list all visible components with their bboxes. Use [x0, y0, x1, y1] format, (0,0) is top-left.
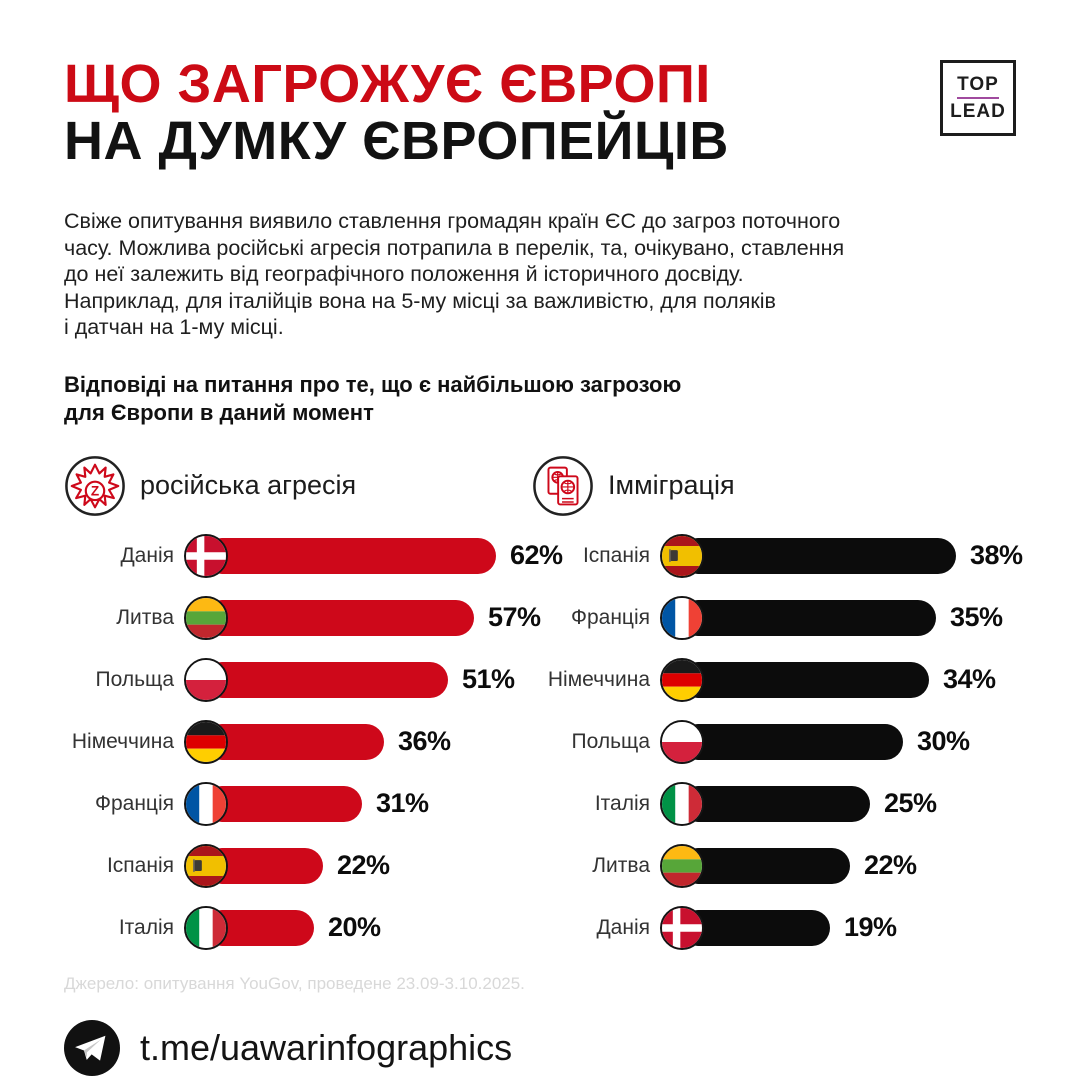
value-label: 34% — [943, 664, 996, 695]
value-bar — [204, 599, 474, 636]
value-label: 30% — [917, 726, 970, 757]
value-label: 36% — [398, 726, 451, 757]
value-label: 20% — [328, 912, 381, 943]
value-bar — [680, 785, 870, 822]
pl-flag-icon — [184, 657, 228, 702]
value-bar — [204, 723, 384, 760]
value-bar — [204, 661, 448, 698]
value-bar — [680, 599, 936, 636]
country-label: Італія — [594, 791, 650, 815]
telegram-handle[interactable]: t.me/uawarinfographics — [140, 1026, 513, 1068]
country-label: Іспанія — [106, 853, 174, 877]
bar-row-russian-aggression-1: Литва 57% — [64, 595, 541, 640]
value-label: 19% — [844, 912, 897, 943]
value-bar — [204, 537, 496, 574]
value-label: 35% — [950, 602, 1003, 633]
de-flag-icon — [184, 719, 228, 764]
value-label: 57% — [488, 602, 541, 633]
country-label: Німеччина — [71, 729, 174, 753]
it-flag-icon — [184, 905, 228, 950]
fr-flag-icon — [184, 781, 228, 826]
es-flag-icon — [184, 843, 228, 888]
country-label: Данія — [120, 543, 174, 567]
value-bar — [680, 847, 850, 884]
title-line-2: НА ДУМКУ ЄВРОПЕЙЦІВ — [64, 111, 729, 172]
country-label: Литва — [592, 853, 650, 877]
value-bar — [680, 537, 956, 574]
bar-row-immigration-0: Іспанія 38% — [532, 533, 1023, 578]
toplead-logo-divider — [957, 97, 999, 99]
bar-row-immigration-4: Італія 25% — [532, 781, 1016, 826]
bar-row-russian-aggression-4: Франція 31% — [64, 781, 532, 826]
chart-header-immigration: Імміграція — [532, 454, 1016, 518]
chart-immigration: Імміграція Іспанія 38% Франція 35% Німеччина 3… — [532, 454, 1023, 968]
bar-row-russian-aggression-6: Італія 20% — [64, 905, 532, 950]
bar-row-immigration-1: Франція 35% — [532, 595, 1016, 640]
chart-question-subtitle: Відповіді на питання про те, що є найбіл… — [64, 371, 682, 426]
country-label: Польща — [571, 729, 650, 753]
bar-row-immigration-5: Литва 22% — [532, 843, 1016, 888]
toplead-logo-top: TOP — [957, 74, 999, 95]
intro-paragraph: Свіже опитування виявило ставлення грома… — [64, 209, 845, 340]
value-label: 31% — [376, 788, 429, 819]
country-label: Франція — [571, 605, 650, 629]
dk-flag-icon — [184, 533, 228, 578]
value-bar — [680, 909, 830, 946]
source-note: Джерело: опитування YouGov, проведене 23… — [64, 973, 525, 993]
passports-icon — [532, 455, 594, 517]
page-title: ЩО ЗАГРОЖУЄ ЄВРОПІ НА ДУМКУ ЄВРОПЕЙЦІВ — [64, 54, 1016, 172]
country-label: Італія — [118, 915, 174, 939]
lt-flag-icon — [184, 595, 228, 640]
country-label: Данія — [596, 915, 650, 939]
country-label: Литва — [116, 605, 174, 629]
value-label: 62% — [510, 540, 563, 571]
value-bar — [680, 661, 929, 698]
value-bar — [204, 785, 362, 822]
dk-flag-icon — [660, 905, 704, 950]
bar-row-russian-aggression-2: Польща 51% — [64, 657, 532, 702]
svg-text:Z: Z — [91, 484, 99, 499]
value-label: 25% — [884, 788, 937, 819]
bar-row-immigration-6: Данія 19% — [532, 905, 1016, 950]
toplead-logo-lead: LEAD — [950, 101, 1006, 122]
value-label: 22% — [864, 850, 917, 881]
de-flag-icon — [660, 657, 704, 702]
fr-flag-icon — [660, 595, 704, 640]
country-label: Франція — [95, 791, 174, 815]
value-bar — [680, 723, 903, 760]
country-label: Німеччина — [547, 667, 650, 691]
bar-row-russian-aggression-0: Данія 62% — [64, 533, 563, 578]
country-label: Польща — [95, 667, 174, 691]
lt-flag-icon — [660, 843, 704, 888]
z-explosion-icon: Z — [64, 455, 126, 517]
footer: t.me/uawarinfographics — [64, 1019, 1016, 1076]
title-line-1: ЩО ЗАГРОЖУЄ ЄВРОПІ — [64, 54, 711, 114]
toplead-logo: TOP LEAD — [940, 60, 1016, 136]
bar-row-immigration-3: Польща 30% — [532, 719, 1016, 764]
value-label: 22% — [337, 850, 390, 881]
bar-row-immigration-2: Німеччина 34% — [532, 657, 1016, 702]
bar-row-russian-aggression-3: Німеччина 36% — [64, 719, 532, 764]
chart-title-russian-aggression: російська агресія — [140, 470, 357, 501]
value-label: 51% — [462, 664, 515, 695]
es-flag-icon — [660, 533, 704, 578]
it-flag-icon — [660, 781, 704, 826]
pl-flag-icon — [660, 719, 704, 764]
telegram-icon — [64, 1019, 120, 1076]
chart-title-immigration: Імміграція — [608, 470, 735, 501]
bar-row-russian-aggression-5: Іспанія 22% — [64, 843, 532, 888]
country-label: Іспанія — [582, 543, 650, 567]
value-label: 38% — [970, 540, 1023, 571]
